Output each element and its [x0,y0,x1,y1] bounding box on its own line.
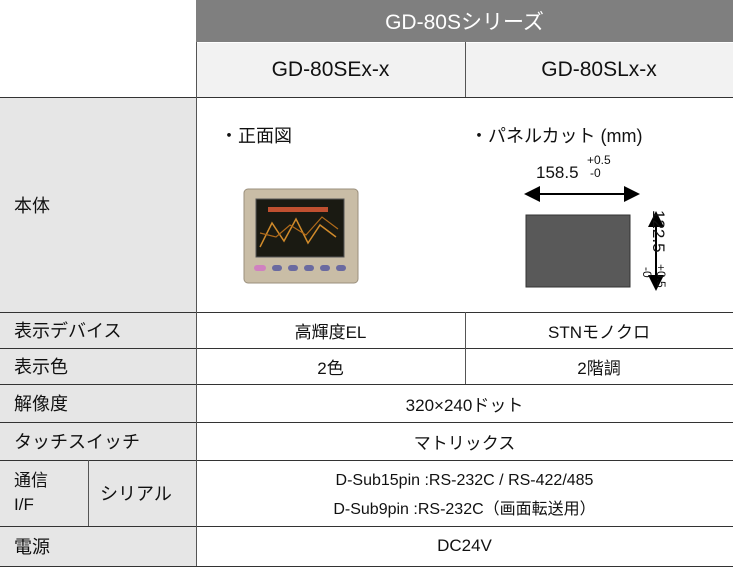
cell: 2階調 [577,358,621,378]
comm-line: D-Sub15pin :RS-232C / RS-422/485 [335,472,594,489]
width-tol: +0.5 [587,153,611,167]
cell: マトリックス [413,433,516,453]
row-label: 本体 [0,97,196,312]
row-label: タッチスイッチ [0,422,196,460]
rule [465,312,466,384]
rule [0,348,733,349]
cell: 高輝度EL [294,322,367,342]
model-header: GD-80SEx-x [196,42,465,97]
drawings [243,186,664,291]
row-label: 電源 [0,526,196,566]
rule [0,566,733,567]
height-dim: 122.5 [649,210,668,253]
model-header: GD-80SLx-x [465,42,733,97]
comm-line: D-Sub9pin :RS-232C（画面転送用） [333,501,596,518]
row-label: 表示色 [0,348,196,384]
rule [0,460,733,461]
cell: DC24V [437,536,492,555]
rule [196,42,733,43]
rule [0,384,733,385]
rule [0,526,733,527]
height-tol: -0 [640,267,654,278]
height-tol: +0.5 [654,264,668,288]
row-sublabel: シリアル [88,460,196,526]
rule [0,422,733,423]
rule [196,42,197,566]
cell: 2色 [317,358,344,378]
cell: 320×240ドット [405,395,524,415]
row-label: 通信 I/F [0,460,88,526]
width-dim: 158.5 [536,163,579,182]
width-tol: -0 [590,166,601,180]
front-view-label: ・正面図 [220,126,292,146]
rule [0,312,733,313]
rule [465,42,466,97]
row-label: 解像度 [0,384,196,422]
series-title: GD-80Sシリーズ [196,0,733,42]
panel-cut-label: ・パネルカット (mm) [470,126,643,146]
device-photo [243,188,359,284]
cell: STNモノクロ [548,322,650,342]
rule [0,97,733,98]
rule [88,460,89,526]
row-label: 表示デバイス [0,312,196,348]
